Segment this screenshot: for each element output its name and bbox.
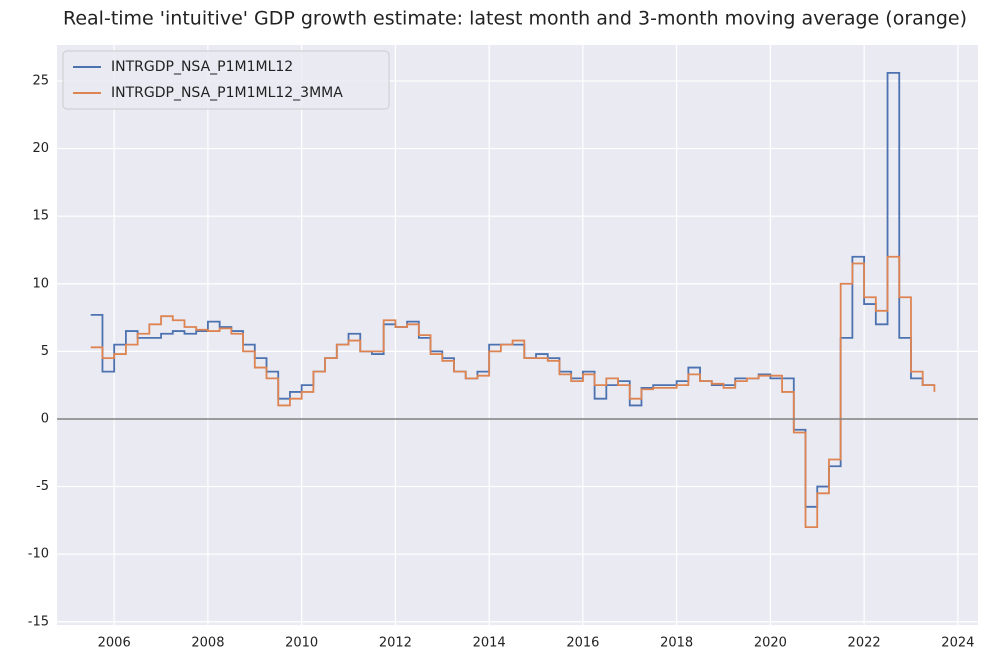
x-tick-label: 2016: [566, 636, 599, 651]
y-tick-label: 5: [41, 344, 49, 359]
legend-label: INTRGDP_NSA_P1M1ML12: [111, 59, 293, 75]
y-tick-label: 20: [32, 141, 49, 156]
x-tick-label: 2006: [98, 636, 131, 651]
legend-label: INTRGDP_NSA_P1M1ML12_3MMA: [111, 85, 343, 101]
x-tick-label: 2018: [660, 636, 693, 651]
x-tick-label: 2012: [379, 636, 412, 651]
y-tick-label: -5: [36, 479, 49, 494]
y-tick-label: 10: [32, 276, 49, 291]
x-tick-label: 2008: [191, 636, 224, 651]
x-tick-label: 2010: [285, 636, 318, 651]
plot-area: [57, 45, 978, 625]
y-tick-label: 15: [32, 209, 49, 224]
legend-box: [62, 50, 390, 110]
x-tick-label: 2022: [848, 636, 881, 651]
legend: INTRGDP_NSA_P1M1ML12 INTRGDP_NSA_P1M1ML12…: [62, 50, 390, 110]
series-line: [90, 255, 936, 529]
y-tick-label: -15: [28, 614, 49, 629]
x-tick-label: 2024: [941, 636, 974, 651]
x-tick-label: 2020: [754, 636, 787, 651]
y-tick-label: 25: [32, 73, 49, 88]
y-tick-label: 0: [41, 411, 49, 426]
chart-title: Real-time 'intuitive' GDP growth estimat…: [63, 8, 967, 30]
x-tick-label: 2014: [473, 636, 506, 651]
y-tick-label: -10: [28, 547, 49, 562]
